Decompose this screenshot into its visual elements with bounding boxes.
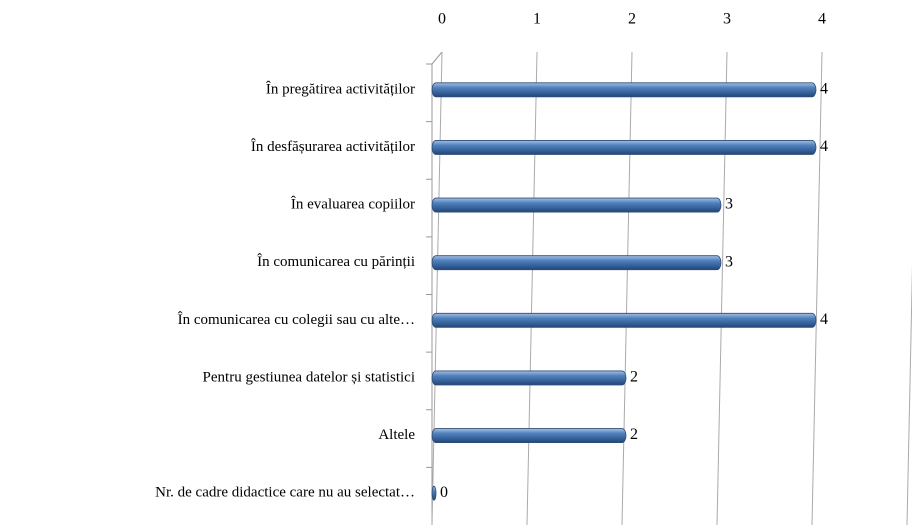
y-tick-label: Altele (378, 427, 415, 443)
value-label: 3 (725, 253, 733, 270)
value-label: 2 (630, 426, 638, 443)
bar (431, 140, 817, 155)
grid-line (811, 51, 823, 526)
grid-line (716, 51, 728, 526)
value-label: 2 (630, 369, 638, 386)
y-tick-label: Pentru gestiunea datelor și statistici (203, 369, 415, 385)
y-tick-label: În pregătirea activităților (266, 80, 415, 97)
value-label: 4 (820, 80, 828, 97)
bar (431, 312, 817, 328)
grid-line (526, 51, 538, 526)
y-tick-label: În evaluarea copiilor (291, 196, 415, 213)
bar (431, 370, 627, 386)
x-tick-label: 4 (818, 11, 826, 28)
x-tick-label: 0 (438, 11, 446, 28)
x-tick-label: 2 (628, 11, 636, 28)
y-tick-label: În comunicarea cu părinții (257, 253, 415, 270)
bar (431, 485, 437, 501)
value-label: 0 (440, 484, 448, 501)
bar (431, 197, 722, 213)
value-label: 4 (820, 311, 828, 328)
bar (431, 428, 627, 443)
y-tick-label: În desfășurarea activităților (251, 138, 415, 155)
bar (431, 255, 722, 271)
y-tick-label: În comunicarea cu colegii sau cu alte… (178, 311, 415, 328)
value-label: 3 (725, 196, 733, 213)
y-tick-label: Nr. de cadre didactice care nu au select… (155, 485, 415, 501)
grid-line (621, 51, 633, 526)
grid-line (906, 264, 912, 526)
value-label: 4 (820, 138, 828, 155)
x-tick-label: 3 (723, 11, 731, 28)
grid-line (431, 51, 443, 526)
x-tick-label: 1 (533, 11, 541, 28)
bar (431, 82, 817, 98)
